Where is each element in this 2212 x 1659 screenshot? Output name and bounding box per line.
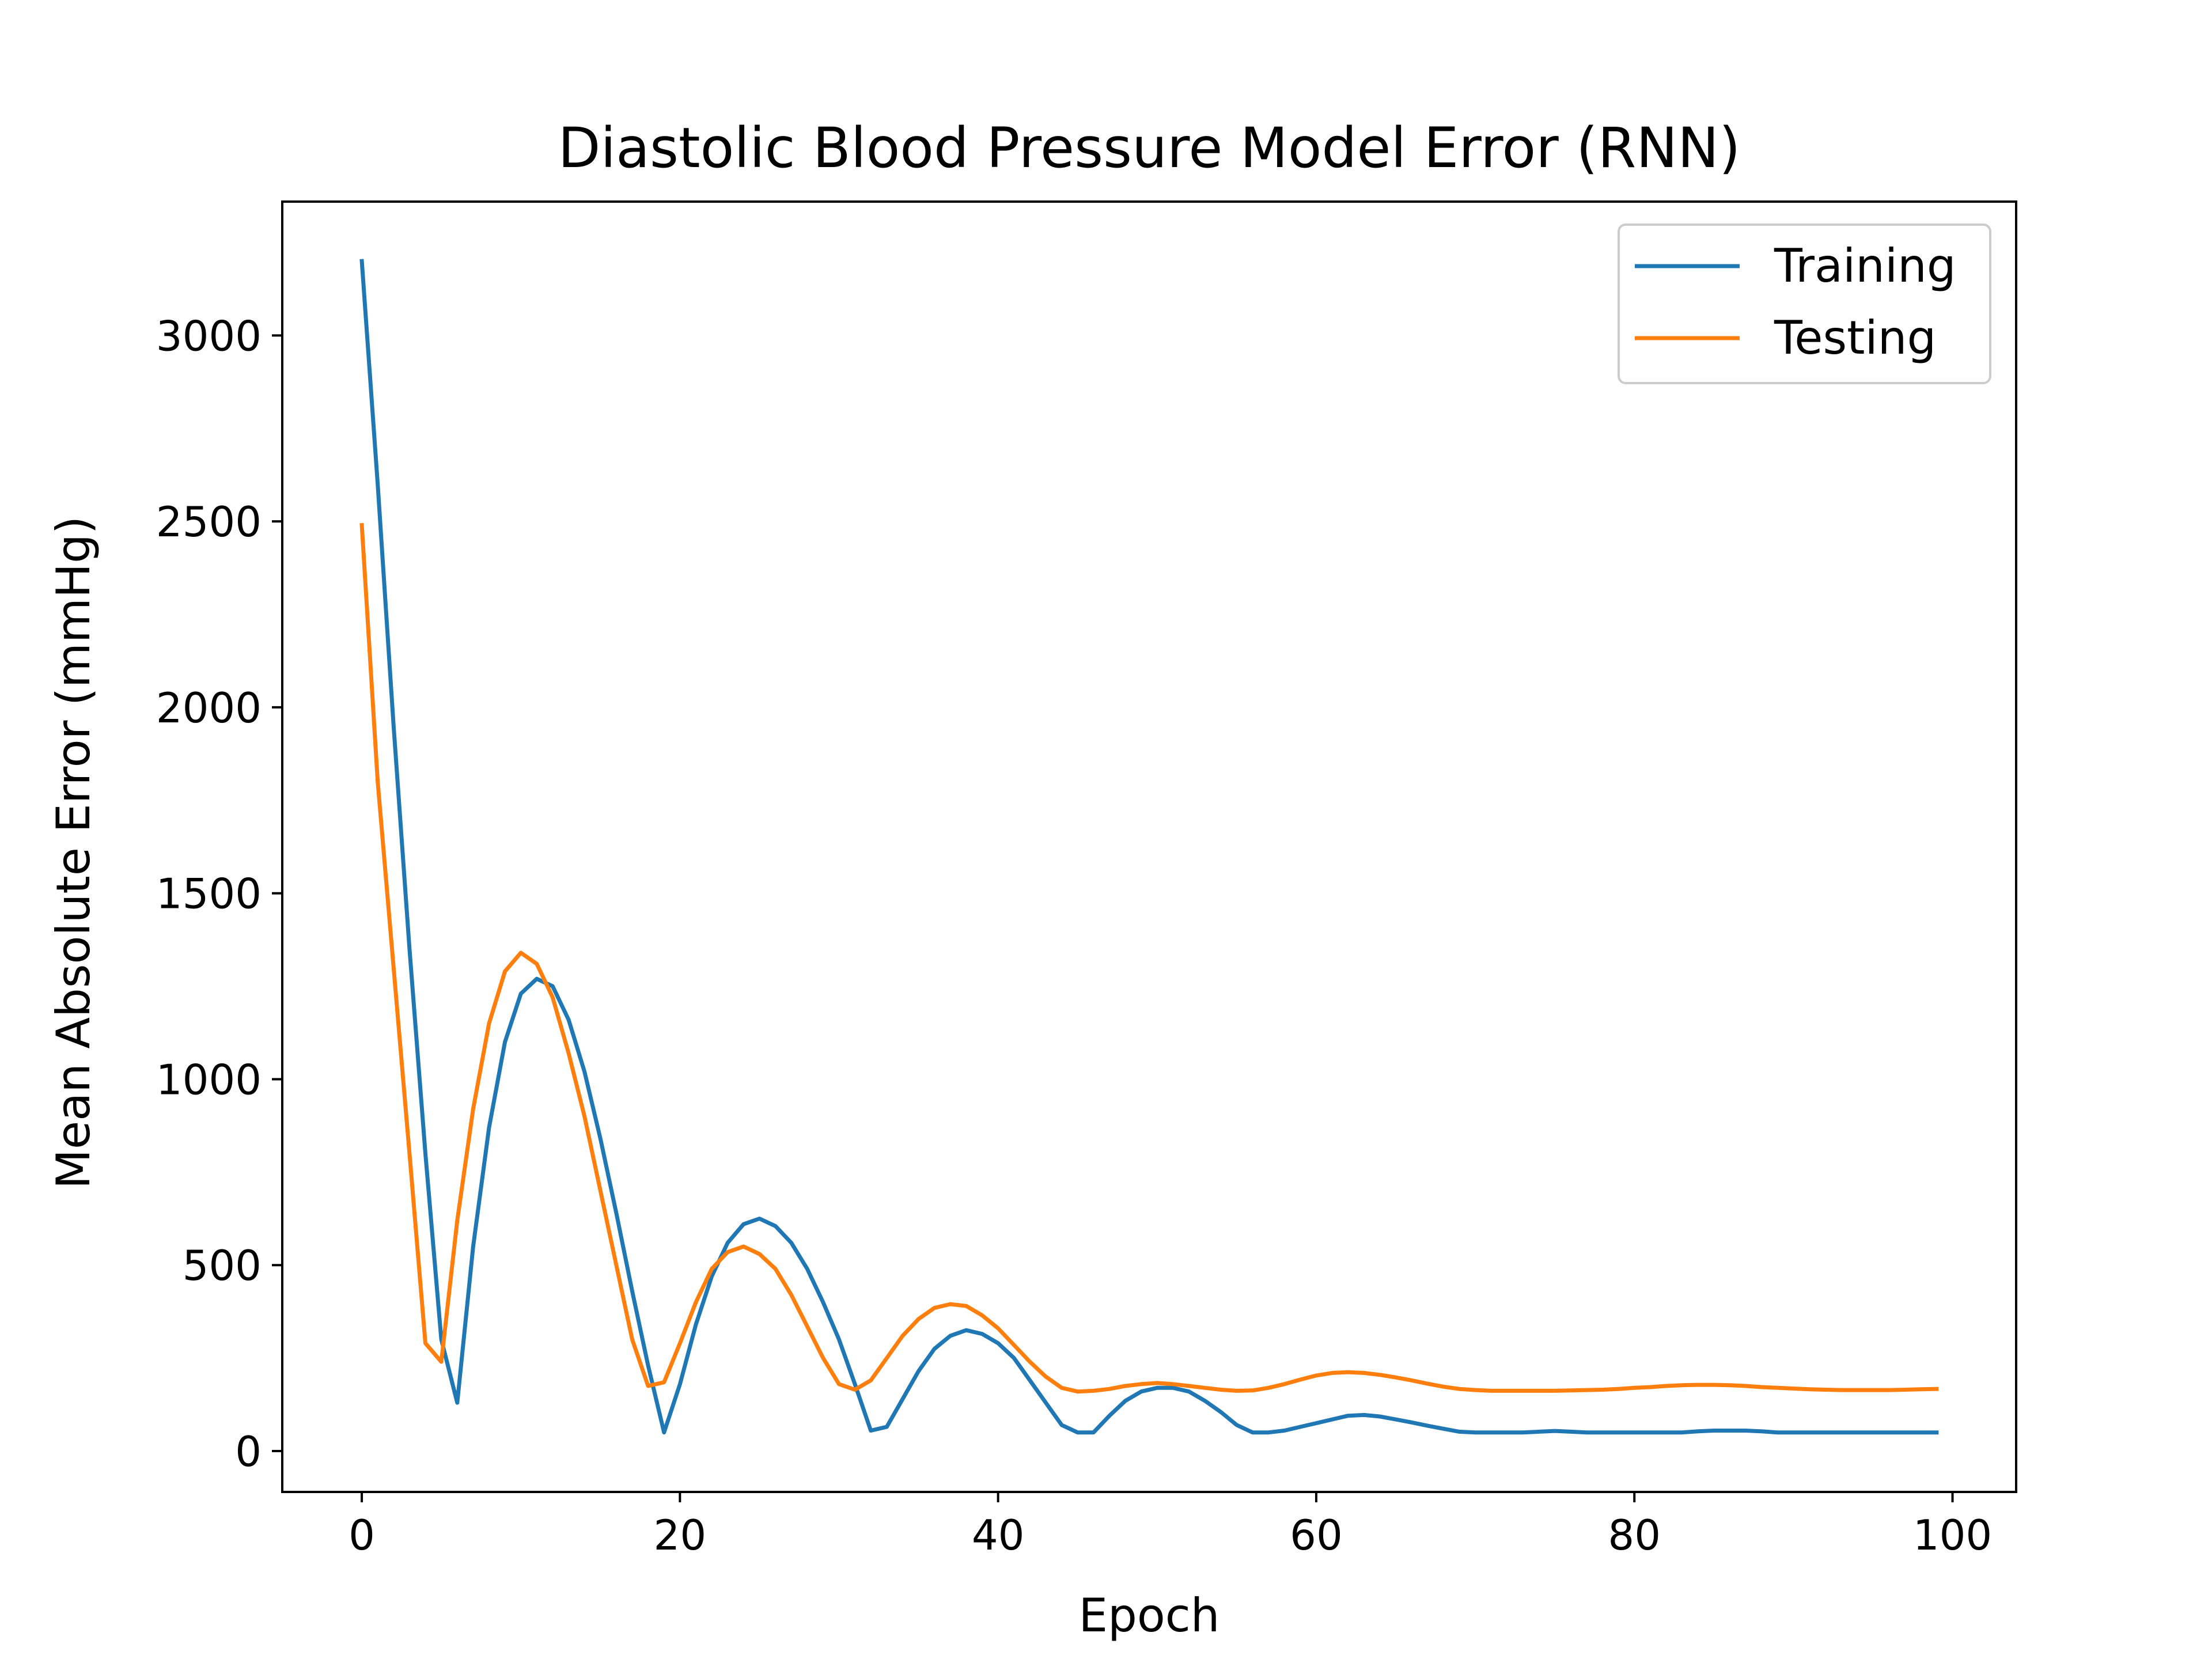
y-axis-ticks: 0 500 1000 1500 2000 2500 3000 bbox=[156, 312, 282, 1476]
x-tick-label: 100 bbox=[1913, 1511, 1992, 1559]
y-tick-label: 1000 bbox=[156, 1055, 262, 1104]
series-line-training bbox=[359, 259, 1939, 1435]
plot-frame bbox=[281, 200, 2017, 1493]
legend: Training Testing bbox=[1618, 224, 1991, 384]
y-tick-label: 2500 bbox=[156, 498, 262, 546]
x-tick-label: 40 bbox=[972, 1511, 1025, 1559]
series-line-testing bbox=[359, 522, 1939, 1394]
x-axis-ticks: 0 20 40 60 80 100 bbox=[349, 1492, 1992, 1559]
legend-label-testing: Testing bbox=[1774, 311, 1936, 365]
y-tick-label: 3000 bbox=[156, 312, 262, 360]
y-axis-label: Mean Absolute Error (mmHg) bbox=[47, 516, 100, 1189]
y-tick-label: 0 bbox=[235, 1427, 262, 1476]
x-tick-label: 60 bbox=[1290, 1511, 1343, 1559]
x-axis-label: Epoch bbox=[1079, 1589, 1220, 1642]
y-tick-label: 2000 bbox=[156, 684, 262, 732]
x-tick-label: 80 bbox=[1608, 1511, 1661, 1559]
y-tick-label: 500 bbox=[183, 1241, 262, 1290]
x-tick-label: 20 bbox=[654, 1511, 707, 1559]
legend-label-training: Training bbox=[1774, 239, 1956, 293]
chart-title: Diastolic Blood Pressure Model Error (RN… bbox=[558, 116, 1741, 180]
y-tick-label: 1500 bbox=[156, 870, 262, 918]
series-lines bbox=[359, 259, 1939, 1435]
x-tick-label: 0 bbox=[349, 1511, 375, 1559]
